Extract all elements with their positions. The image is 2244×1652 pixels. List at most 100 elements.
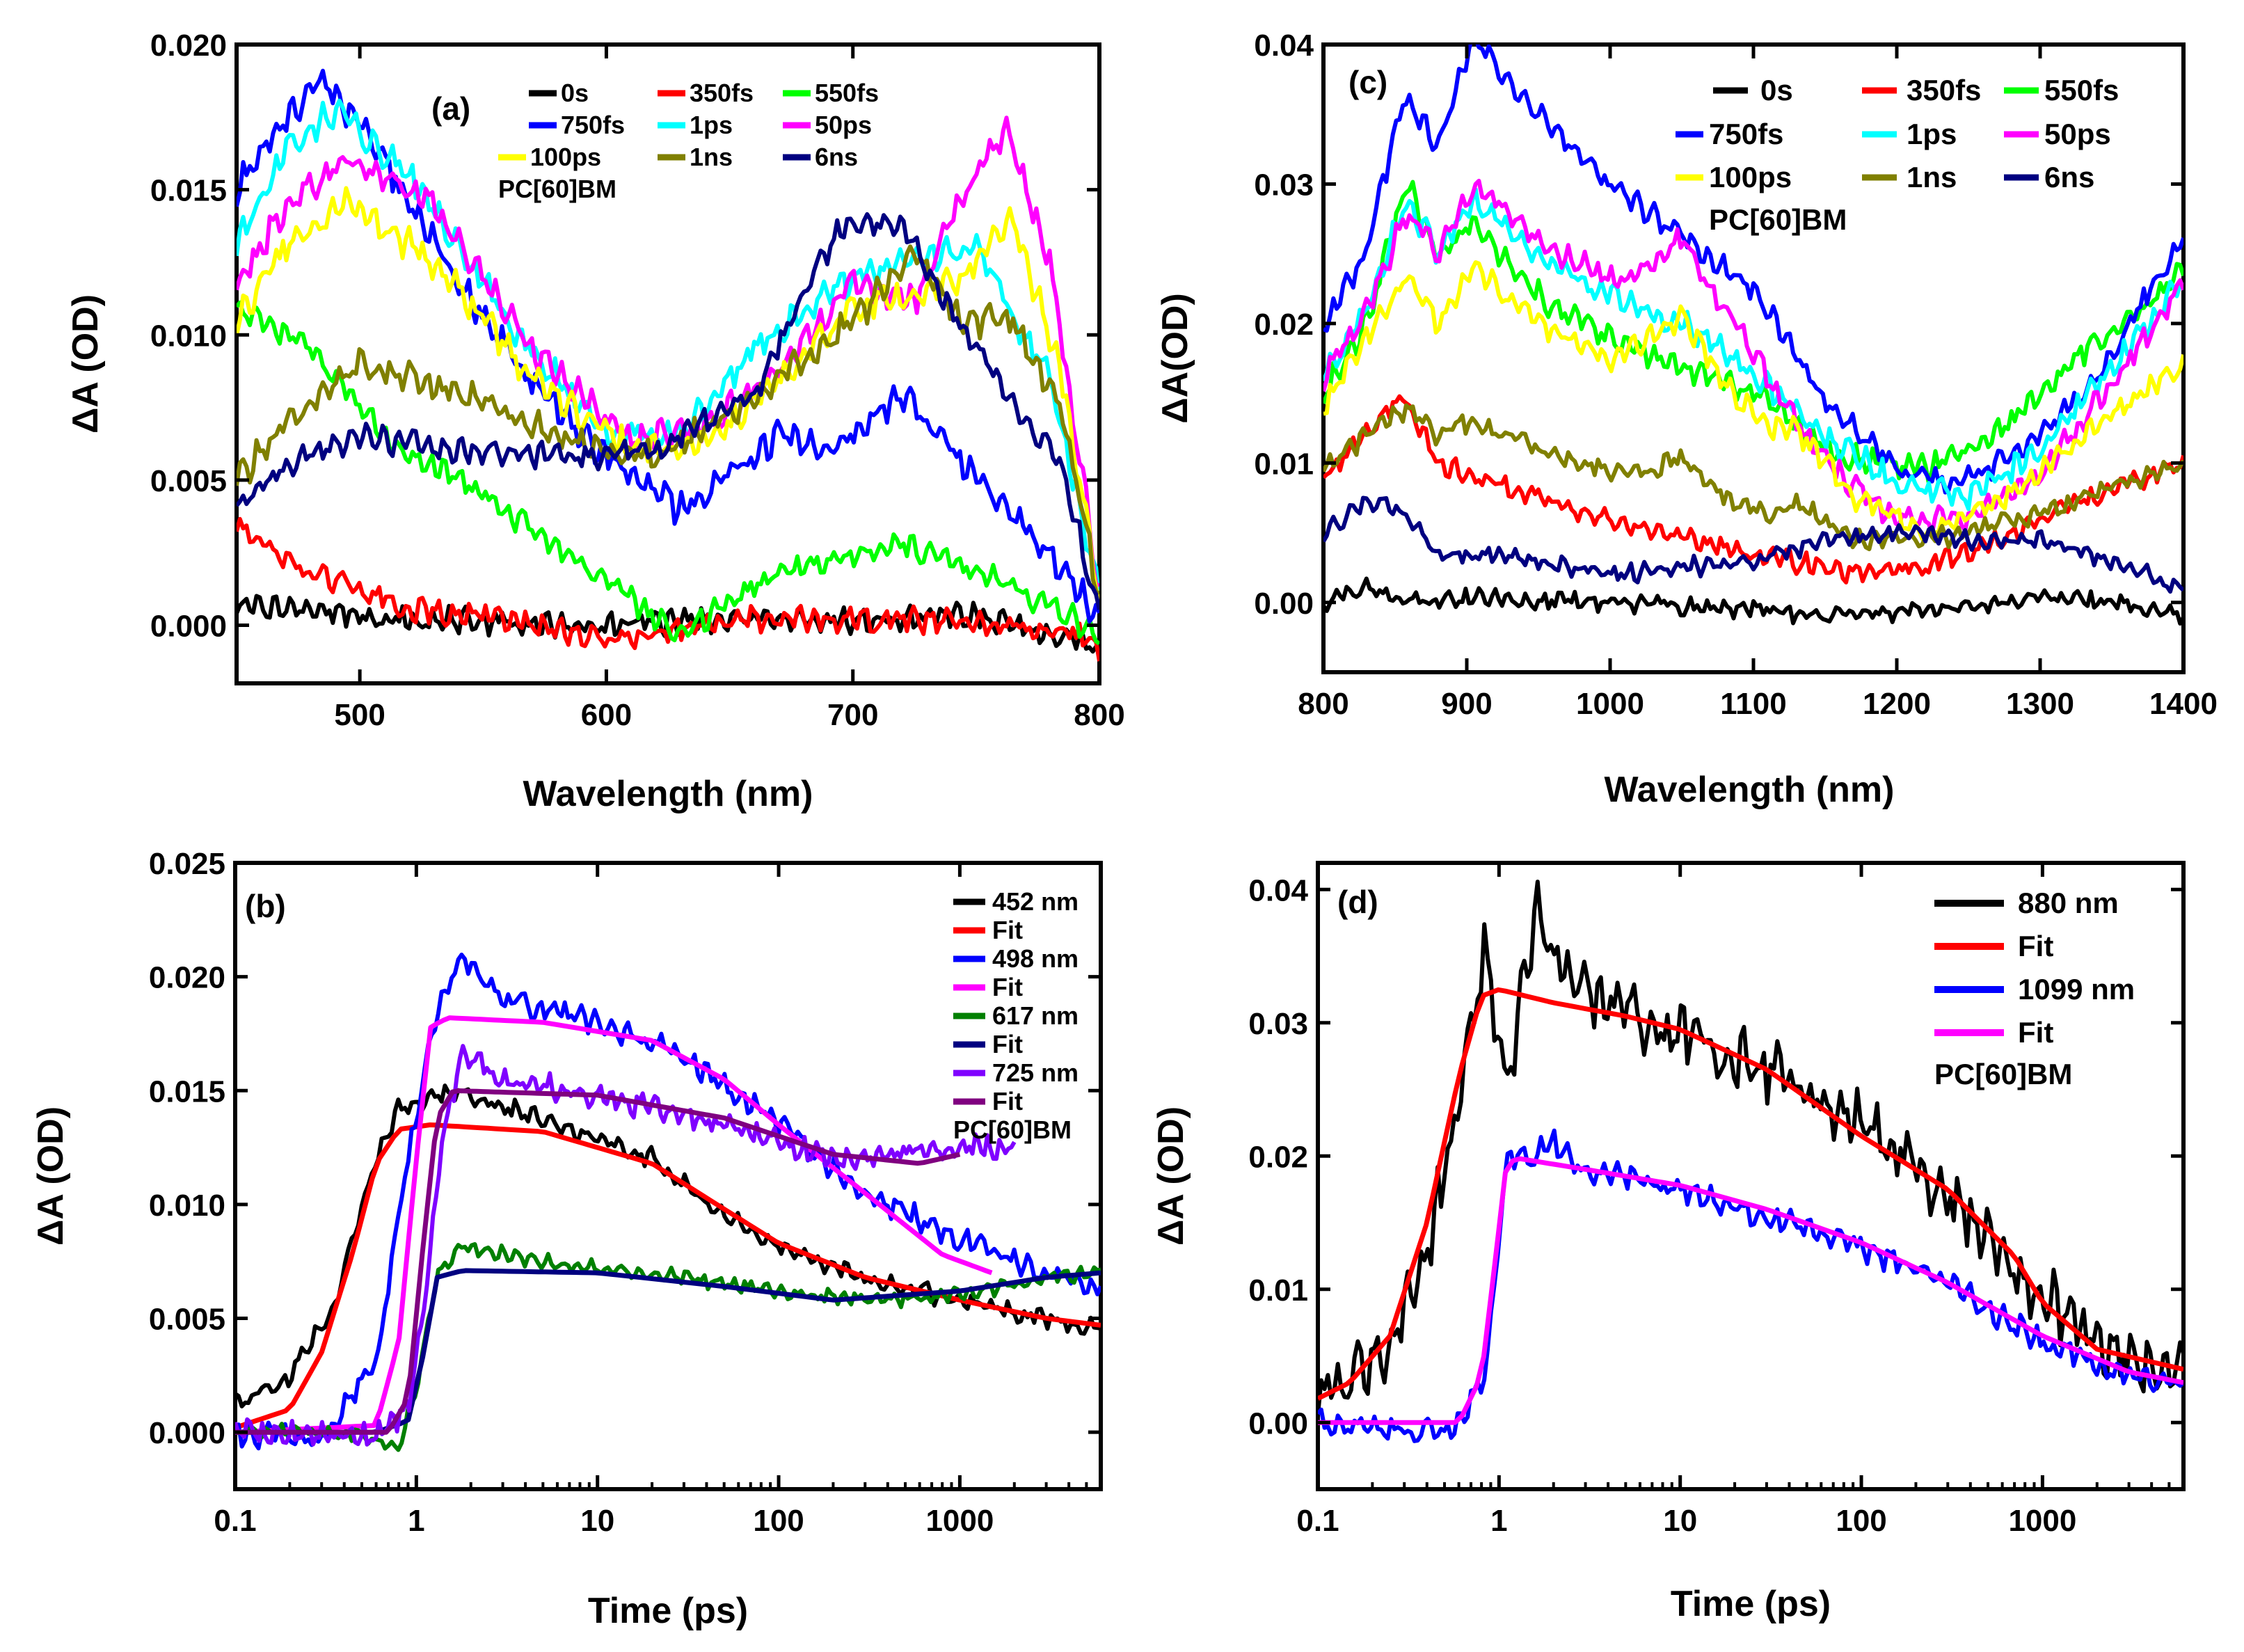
panel-c-series-7-line [1323,403,2183,552]
panel-a-legend-label-350fs: 350fs [690,79,754,107]
panel-d-series-1-line [1318,987,2183,1401]
panel-a-x-tick-label: 500 [334,698,385,732]
panel-b-legend-label-fit-725: Fit [992,1087,1023,1115]
panel-d-series-0-line [1318,880,2183,1415]
panel-c-series-0-line [1323,576,2183,626]
panel-c-annotation: PC[60]BM [1709,203,1847,236]
panel-d-legend-label-880nm: 880 nm [2018,887,2119,919]
panel-a-series-5-line [237,116,1099,588]
panel-c-legend-label-100ps: 100ps [1709,161,1792,193]
panel-a-label: (a) [431,90,470,127]
panel-a-legend-label-1ns: 1ns [690,143,733,171]
panel-b-y-tick-label: 0.025 [149,847,225,881]
panel-c-legend-label-50ps: 50ps [2044,118,2111,150]
panel-c-legend-label-350fs: 350fs [1907,74,1981,106]
panel-c-series-1-line [1323,394,2183,585]
panel-b-y-tick-label: 0.010 [149,1189,225,1223]
panel-b-x-tick-label: 10 [580,1504,614,1538]
panel-c-tick-layer: 0.00 0.01 0.02 0.03 0.04 800 900 1000 1100 1200 13… [1254,29,2218,721]
panel-a-x-tick-label: 800 [1074,698,1124,732]
panel-c-y-tick-label: 0.02 [1254,308,1314,342]
panel-a-y-tick-label: 0.015 [150,174,227,208]
panel-b-legend-label-452nm: 452 nm [992,887,1079,916]
panel-b-x-tick-label: 0.1 [214,1504,256,1538]
panel-a-tick-layer: 0.000 0.005 0.010 0.015 0.020 500 600 700 800 [150,29,1125,732]
panel-a-legend-label-6ns: 6ns [815,143,858,171]
panel-c-x-tick-label: 900 [1441,687,1492,721]
panel-b-x-tick-label: 1 [408,1504,424,1538]
panel-c-y-tick-label: 0.04 [1254,29,1314,63]
panel-a-y-tick-label: 0.000 [150,610,227,644]
panel-a-y-tick-label: 0.005 [150,464,227,498]
panel-a-x-axis-title: Wavelength (nm) [523,774,813,814]
panel-d-tick-layer: 0.00 0.01 0.02 0.03 0.04 0.1 1 10 100 1000 [1248,863,2183,1538]
panel-c-y-axis-title: ΔA(OD) [1155,293,1195,424]
panel-b-legend-label-498nm: 498 nm [992,944,1079,973]
panel-b-legend-label-fit-498: Fit [992,973,1023,1001]
panel-a-x-tick-label: 700 [827,698,878,732]
panel-b-y-tick-label: 0.020 [149,961,225,995]
panel-a-x-tick-label: 600 [581,698,632,732]
panel-a-series-2-line [237,300,1099,646]
panel-b-legend-label-617nm: 617 nm [992,1001,1079,1030]
panel-c-x-tick-label: 1200 [1863,687,1931,721]
panel-b-x-axis-title: Time (ps) [588,1591,748,1631]
panel-b-y-tick-label: 0.015 [149,1074,225,1109]
panel-c-series-layer [1323,45,2183,626]
panel-b-annotation: PC[60]BM [953,1115,1072,1144]
panel-d-y-tick-label: 0.02 [1248,1140,1308,1174]
panel-d-y-tick-label: 0.04 [1248,873,1308,907]
panel-b-x-tick-label: 1000 [925,1504,994,1538]
panel-a-series-1-line [237,516,1099,662]
panel-c-x-axis-title: Wavelength (nm) [1605,770,1895,810]
panel-c-x-tick-label: 1400 [2149,687,2218,721]
panel-d-x-tick-label: 100 [1836,1504,1886,1538]
panel-b-series-4-line [235,1242,1101,1452]
panel-d-x-tick-label: 0.1 [1296,1504,1339,1538]
panel-d-x-tick-label: 1 [1490,1504,1507,1538]
panel-c-legend: 0s 350fs 550fs 750fs 1ps 50ps 100ps 1ns … [1676,74,2119,236]
panel-b-plot-frame [233,861,1103,1491]
panel-b-legend-label-fit-617: Fit [992,1030,1023,1058]
panel-b-y-axis-title: ΔA (OD) [31,1106,71,1246]
panel-b: 0.000 0.005 0.010 0.015 0.020 0.025 0.1 1 10 100 1… [31,847,1103,1631]
panel-c-legend-label-1ps: 1ps [1907,118,1957,150]
panel-b-series-layer [235,953,1101,1452]
panel-a-series-8-line [237,212,1099,610]
panel-d-y-axis-title: ΔA (OD) [1151,1106,1191,1246]
panel-d-x-tick-label: 10 [1663,1504,1697,1538]
panel-a-legend-label-50ps: 50ps [815,111,872,139]
panel-d-legend-label-fit-1099: Fit [2018,1016,2053,1049]
panel-a-legend-label-750fs: 750fs [561,111,625,139]
panel-c-label: (c) [1348,64,1387,100]
panel-b-label: (b) [245,888,286,924]
panel-d-plot-frame [1316,861,2186,1491]
panel-d-y-tick-label: 0.01 [1248,1273,1308,1308]
panel-d-y-tick-label: 0.03 [1248,1007,1308,1041]
panel-c-x-tick-label: 1300 [2006,687,2074,721]
panel-c-legend-label-550fs: 550fs [2044,74,2119,106]
panel-c-y-tick-label: 0.01 [1254,447,1314,481]
panel-d-legend: 880 nm Fit 1099 nm Fit PC[60]BM [1934,887,2135,1090]
panel-c-series-3-line [1323,45,2183,495]
panel-c-legend-label-6ns: 6ns [2044,161,2094,193]
panel-d-legend-label-fit-880: Fit [2018,930,2053,962]
panel-d-annotation: PC[60]BM [1934,1058,2072,1090]
panel-c-series-8-line [1323,495,2183,594]
panel-a-plot-frame [234,42,1101,685]
panel-c-y-tick-label: 0.00 [1254,587,1314,621]
panel-a-series-layer [237,68,1099,662]
panel-c-x-tick-label: 800 [1298,687,1348,721]
panel-a-legend-label-100ps: 100ps [530,143,601,171]
panel-d-label: (d) [1337,884,1378,920]
panel-d-series-3-line [1318,1156,2183,1425]
panel-b-legend: 452 nm Fit 498 nm Fit 617 nm Fit 725 nm … [953,887,1079,1144]
panel-c: 0.00 0.01 0.02 0.03 0.04 800 900 1000 1100 1200 13… [1155,29,2218,810]
panel-d-series-layer [1318,880,2183,1443]
panel-c-series-2-line [1323,180,2183,486]
panel-c-legend-label-1ns: 1ns [1907,161,1957,193]
panel-a-y-axis-title: ΔA (OD) [65,294,106,434]
panel-b-x-tick-label: 100 [753,1504,804,1538]
panel-a-y-tick-label: 0.020 [150,29,227,63]
